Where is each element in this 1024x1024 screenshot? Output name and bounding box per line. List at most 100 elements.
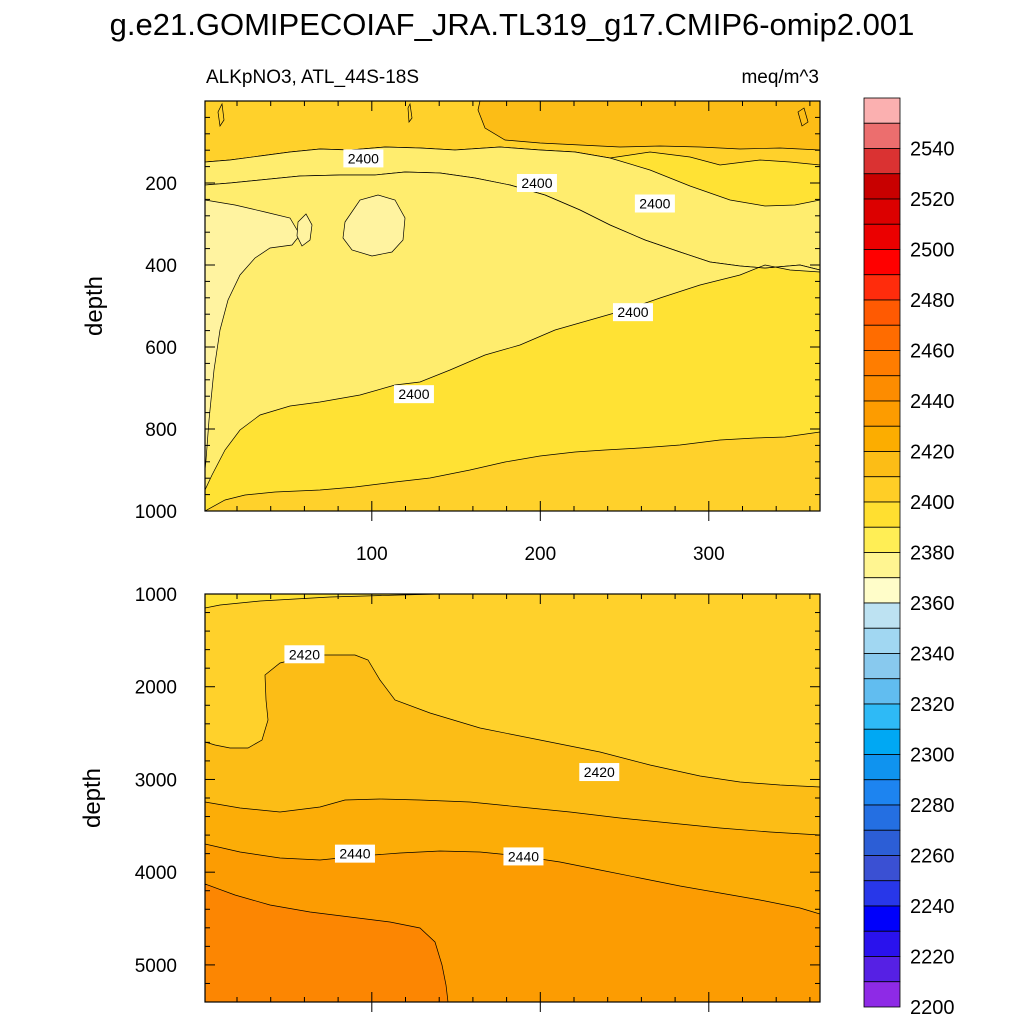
contour-label-text: 2440 — [508, 848, 539, 864]
contour-label-text: 2400 — [348, 150, 379, 166]
colorbar-label: 2320 — [910, 694, 955, 716]
lower-ytick-label: 5000 — [135, 956, 177, 977]
upper-ylabel: depth — [81, 276, 108, 336]
upper-contour-field: 2400 2400 2400 2400 2400 — [205, 101, 820, 511]
colorbar-swatch — [863, 274, 901, 301]
lower-ytick-label: 2000 — [135, 678, 177, 699]
colorbar-label: 2480 — [910, 290, 955, 312]
upper-xtick-label: 100 — [356, 544, 388, 565]
contour-label-bg — [516, 174, 557, 192]
colorbar-label: 2420 — [910, 442, 955, 464]
contour-label-text: 2400 — [398, 386, 429, 402]
lower-contour-label: 2440 — [334, 844, 375, 863]
colorbar-swatch — [863, 930, 901, 957]
upper-contour-label: 2400 — [343, 149, 384, 168]
colorbar-swatch — [863, 122, 901, 149]
colorbar-swatch — [863, 880, 901, 907]
colorbar-swatch — [863, 173, 901, 200]
lower-contour-label: 2420 — [284, 645, 325, 664]
upper-band-2380-2390 — [205, 199, 301, 471]
upper-plot-frame — [204, 100, 821, 512]
colorbar-swatch — [863, 375, 901, 402]
colorbar-label: 2440 — [910, 391, 955, 413]
upper-ytick-label: 1000 — [135, 502, 177, 523]
colorbar-swatch — [863, 249, 901, 276]
upper-band-2410-2420-deep — [205, 431, 820, 511]
upper-xtick-label: 200 — [524, 544, 556, 565]
colorbar-label: 2280 — [910, 795, 955, 817]
colorbar-swatch — [863, 425, 901, 452]
contour-label-bg — [334, 844, 375, 863]
colorbar-swatch — [863, 476, 901, 503]
upper-band-surface-2420 — [477, 101, 820, 151]
colorbar-swatch — [863, 451, 901, 478]
colorbar-swatch — [863, 627, 901, 654]
colorbar-label: 2360 — [910, 593, 955, 615]
colorbar-swatch — [863, 829, 901, 856]
colorbar-swatch — [863, 779, 901, 806]
lower-ylabel: depth — [79, 768, 106, 828]
contour-label-bg — [579, 763, 620, 782]
contour-label-text: 2420 — [289, 646, 320, 662]
contour-label-bg — [343, 149, 384, 168]
colorbar-swatch — [863, 754, 901, 781]
colorbar-swatch — [863, 678, 901, 705]
upper-band-2380-2390-blob-small — [296, 213, 313, 247]
contour-label-bg — [612, 303, 653, 322]
colorbar-swatch — [863, 198, 901, 225]
upper-ytick-label: 200 — [145, 174, 177, 195]
contour-label-bg — [634, 194, 675, 213]
lower-ytick-label: 3000 — [135, 770, 177, 791]
contour-label-bg — [284, 645, 325, 664]
lower-band-2450-2460 — [205, 883, 449, 1002]
upper-contour-label: 2400 — [612, 303, 653, 322]
lower-contour-field: 2420 2420 2440 2440 — [205, 594, 820, 1002]
upper-contour-label: 2400 — [516, 174, 557, 192]
contour-label-text: 2440 — [339, 846, 370, 862]
contour-label-bg — [503, 847, 544, 866]
lower-contour-label: 2440 — [503, 847, 544, 866]
colorbar-swatch — [863, 804, 901, 831]
colorbar-label: 2400 — [910, 492, 955, 514]
chart-title: g.e21.GOMIPECOIAF_JRA.TL319_g17.CMIP6-om… — [110, 7, 915, 42]
colorbar-swatch — [863, 324, 901, 351]
colorbar-swatch — [863, 653, 901, 680]
colorbar-label: 2300 — [910, 745, 955, 767]
colorbar-label: 2200 — [910, 997, 955, 1019]
colorbar-label: 2460 — [910, 341, 955, 363]
upper-contour-label: 2400 — [393, 385, 434, 404]
contour-label-bg — [393, 385, 434, 404]
lower-contour-labels: 2420 2420 2440 2440 — [284, 645, 620, 866]
upper-ytick-label: 400 — [145, 256, 177, 277]
colorbar-label: 2380 — [910, 543, 955, 565]
contour-label-text: 2400 — [639, 196, 670, 212]
upper-ytick-label: 600 — [145, 338, 177, 359]
lower-ytick-label: 1000 — [135, 585, 177, 606]
variable-label: ALKpNO3, ATL_44S-18S — [206, 67, 419, 88]
colorbar-swatch — [863, 905, 901, 932]
colorbar-swatch — [863, 956, 901, 983]
lower-axis-ticks: 1000 2000 3000 4000 5000 — [135, 585, 820, 1012]
colorbar-swatch — [863, 400, 901, 427]
lower-band-2410-2420 — [205, 594, 820, 788]
lower-panel: 2420 2420 2440 2440 1000 2000 3000 4000 5000 de… — [79, 585, 821, 1012]
colorbar-swatch — [863, 148, 901, 175]
units-label: meq/m^3 — [741, 67, 819, 88]
upper-xtick-label: 300 — [693, 544, 725, 565]
colorbar-label: 2520 — [910, 189, 955, 211]
upper-ytick-label: 800 — [145, 420, 177, 441]
upper-surface-island-2 — [407, 102, 413, 123]
contour-label-text: 2420 — [584, 764, 615, 780]
colorbar-swatch — [863, 981, 901, 1008]
upper-contour-label: 2400 — [634, 194, 675, 213]
colorbar-label: 2220 — [910, 947, 955, 969]
colorbar-swatch — [863, 501, 901, 528]
colorbar: 2540 2520 2500 2480 2460 2440 2420 2400 2380 2360… — [863, 97, 955, 1019]
colorbar-swatch — [863, 552, 901, 579]
upper-band-2380-2390-blob — [342, 194, 406, 257]
lower-contour-label: 2420 — [579, 763, 620, 782]
upper-panel: 2400 2400 2400 2400 2400 200 400 600 800 1000 100… — [81, 100, 821, 565]
colorbar-swatch — [863, 728, 901, 755]
colorbar-swatch — [863, 602, 901, 629]
